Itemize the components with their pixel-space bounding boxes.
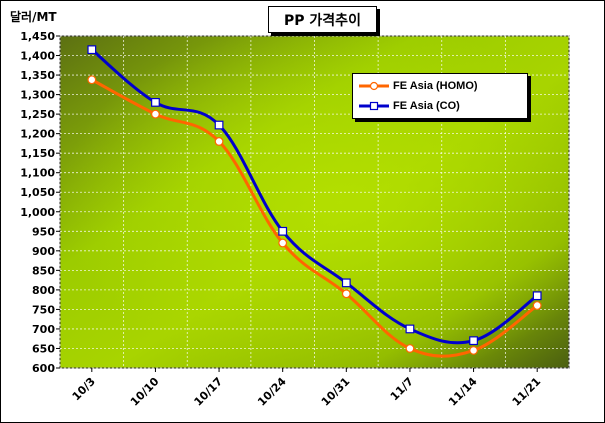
y-tick-label: 950 [32, 225, 55, 238]
data-point-co [405, 324, 415, 334]
x-tick-label: 10/10 [128, 375, 162, 409]
data-point-co [151, 97, 160, 107]
legend-square-marker-icon [359, 101, 389, 111]
y-tick-label: 1,150 [20, 147, 55, 160]
y-tick-label: 1,350 [20, 69, 55, 82]
x-tick-label: 11/7 [388, 375, 416, 403]
x-tick-label: 10/31 [319, 375, 353, 409]
data-point-co [341, 278, 351, 288]
data-point-homo [405, 344, 415, 353]
y-tick-label: 800 [32, 284, 55, 297]
x-tick-label: 11/21 [510, 375, 544, 409]
legend-label-homo: FE Asia (HOMO) [393, 80, 478, 92]
x-tick-label: 10/17 [191, 375, 225, 409]
data-point-co [214, 120, 224, 130]
y-axis-ticks: 600 650 700 750 800 850 900 950 1,000 1,050 1,100 1… [20, 30, 60, 375]
chart-legend: FE Asia (HOMO) FE Asia (CO) [352, 73, 528, 119]
y-tick-label: 750 [32, 303, 55, 316]
y-axis-unit-label: 달러/MT [10, 10, 57, 24]
data-point-co [87, 45, 97, 55]
chart-title: PP 가격추이 [268, 6, 377, 33]
y-tick-label: 1,250 [20, 108, 55, 121]
legend-item-homo: FE Asia (HOMO) [359, 77, 478, 95]
x-tick-label: 11/14 [446, 375, 480, 409]
y-tick-label: 600 [32, 362, 55, 375]
data-point-homo [151, 109, 160, 119]
data-point-homo [469, 346, 478, 355]
data-series [87, 45, 542, 358]
x-tick-label: 10/24 [255, 375, 289, 409]
y-tick-label: 1,200 [20, 128, 55, 141]
x-tick-label: 10/3 [70, 375, 98, 403]
series-line-homo [91, 78, 539, 358]
data-point-co [278, 226, 288, 236]
y-tick-label: 900 [32, 245, 55, 258]
x-axis-ticks: 10/3 10/10 10/17 10/24 10/31 11/7 11/14 11/21 [70, 368, 544, 409]
legend-label-co: FE Asia (CO) [393, 100, 460, 112]
series-line-co [90, 48, 539, 345]
data-point-homo [341, 289, 351, 299]
y-tick-label: 850 [32, 264, 55, 277]
y-tick-label: 1,300 [20, 89, 55, 102]
y-tick-label: 1,000 [20, 206, 55, 219]
y-tick-label: 1,450 [20, 30, 55, 43]
y-tick-label: 1,400 [20, 50, 55, 63]
data-point-co [469, 336, 478, 346]
data-point-co [532, 291, 542, 301]
y-tick-label: 700 [32, 323, 55, 336]
y-tick-label: 1,050 [20, 186, 55, 199]
data-point-homo [532, 301, 542, 310]
y-tick-label: 650 [32, 342, 55, 355]
legend-circle-marker-icon [359, 81, 389, 91]
chart-title-text: PP 가격추이 [284, 12, 361, 29]
data-point-homo [214, 137, 224, 146]
data-point-homo [87, 75, 97, 85]
data-point-homo [278, 238, 288, 248]
legend-item-co: FE Asia (CO) [359, 97, 460, 115]
y-tick-label: 1,100 [20, 167, 55, 180]
